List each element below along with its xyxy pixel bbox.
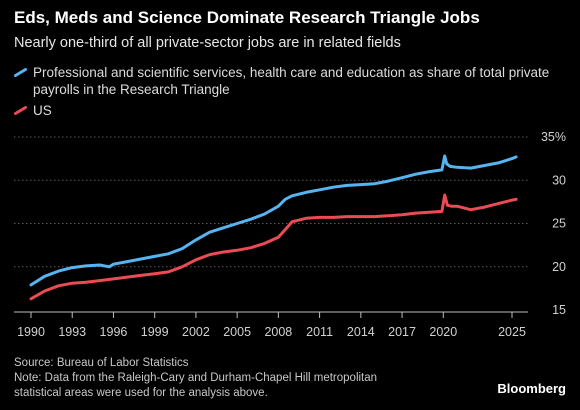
data-note-line-1: Note: Data from the Raleigh-Cary and Dur… [14,372,378,384]
legend-label-us: US [33,103,52,118]
series-line-us [29,193,518,301]
x-tick-label-1999: 1999 [141,325,169,339]
x-tick-label-2025: 2025 [498,325,526,339]
x-tick-label-2020: 2020 [429,325,457,339]
chart-title: Eds, Meds and Science Dominate Research … [14,8,480,27]
legend-item-us: US [14,102,554,119]
data-note-line-2: statistical areas were used for the anal… [14,387,268,399]
x-tick-label-2008: 2008 [264,325,292,339]
legend: Professional and scientific services, he… [14,64,554,123]
y-tick-label-20: 20 [552,260,566,274]
x-tick-label-2005: 2005 [223,325,251,339]
y-tick-label-35: 35% [541,130,566,144]
x-tick-label-2014: 2014 [347,325,375,339]
series-lines [29,154,518,301]
y-tick-label-25: 25 [552,217,566,231]
x-tick-label-2002: 2002 [182,325,210,339]
legend-label-research-triangle: Professional and scientific services, he… [33,65,550,97]
y-tick-label-15: 15 [552,303,566,317]
x-tick-label-1993: 1993 [58,325,86,339]
footer: Source: Bureau of Labor Statistics Note:… [14,356,377,401]
legend-item-research-triangle: Professional and scientific services, he… [14,64,554,98]
x-tick-label-2017: 2017 [388,325,416,339]
y-axis-ticks: 15 20 25 30 35% [541,130,566,317]
y-tick-label-30: 30 [552,173,566,187]
bloomberg-logo: Bloomberg [497,381,566,396]
x-tick-label-1996: 1996 [100,325,128,339]
series-line-research-triangle [29,154,518,287]
x-axis: 1990 1993 1996 1999 2002 2005 2008 2011 2014 2017… [14,311,528,339]
chart-subtitle: Nearly one-third of all private-sector j… [14,35,401,51]
legend-swatch-research-triangle [14,68,27,77]
x-tick-label-1990: 1990 [17,325,45,339]
x-tick-label-2011: 2011 [306,325,333,339]
legend-swatch-us [14,106,27,115]
gridlines [14,136,528,268]
source-note: Source: Bureau of Labor Statistics [14,357,189,369]
